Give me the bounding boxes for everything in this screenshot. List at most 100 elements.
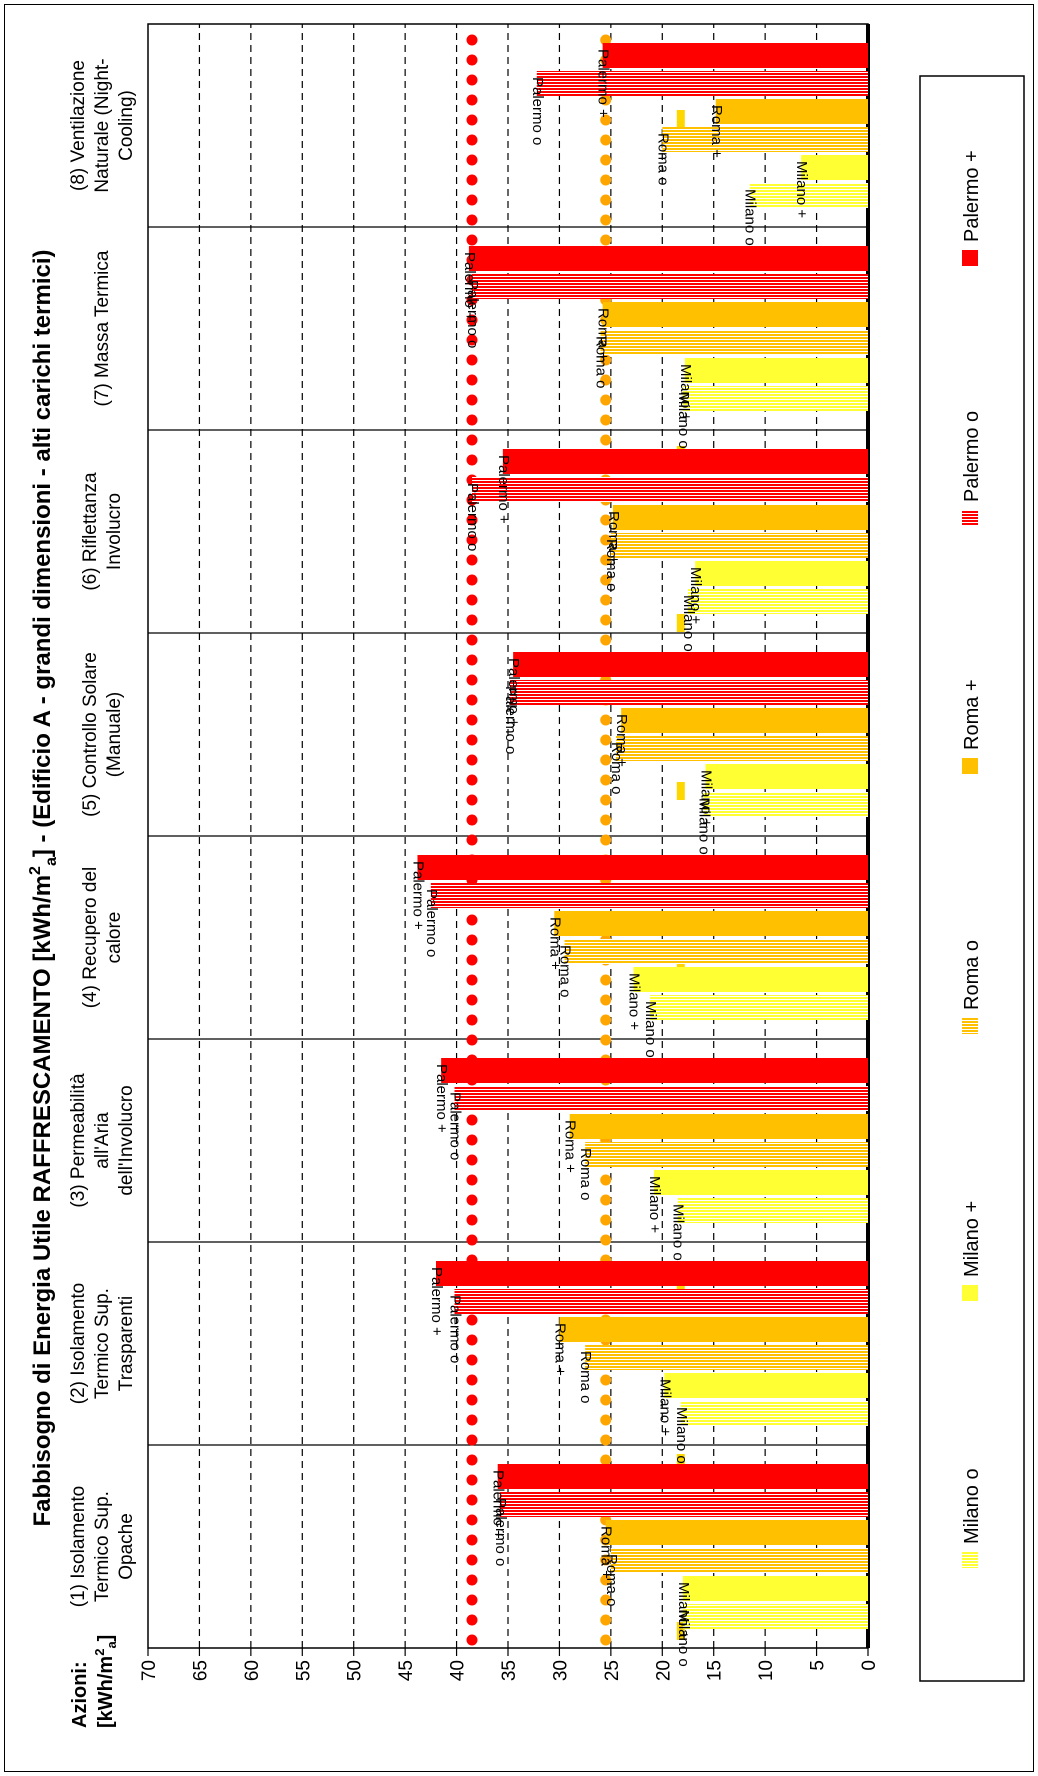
bar	[497, 1464, 868, 1489]
bar	[605, 1520, 868, 1545]
category-label: (6) Riflettanza	[80, 472, 101, 591]
bar-label: Milano o	[695, 798, 712, 855]
tick-label: 40	[448, 1660, 469, 1681]
bar	[682, 1604, 868, 1629]
bar-label: Palermo +	[505, 658, 522, 727]
chart-title: Fabbisogno di Energia Utile RAFFRESCAMEN…	[27, 249, 60, 1526]
bar-label: Roma +	[546, 917, 563, 970]
tick-label: 25	[602, 1660, 623, 1681]
legend-swatch	[962, 758, 978, 774]
bar-label: Roma +	[605, 511, 622, 564]
bar	[554, 911, 868, 936]
bar	[436, 1261, 868, 1286]
bar-label: Roma +	[598, 1526, 615, 1579]
tick-label: 35	[499, 1660, 520, 1681]
bar-label: Palermo o	[423, 889, 440, 957]
bar	[682, 386, 868, 411]
chart-frame	[4, 4, 1034, 1772]
bar	[468, 246, 868, 271]
bar	[684, 358, 869, 383]
tick-label: 15	[705, 1660, 726, 1681]
bar	[633, 967, 868, 992]
bar-label: Milano +	[697, 770, 714, 827]
bar-label: Palermo +	[595, 49, 612, 118]
bar	[612, 505, 869, 530]
bar	[513, 652, 869, 677]
bar	[510, 680, 868, 705]
category-label: Termico Sup.	[92, 1288, 113, 1399]
bar	[616, 736, 868, 761]
tick-label: 65	[190, 1660, 211, 1681]
bar-label: Palermo +	[461, 252, 478, 321]
bar-label: Palermo o	[502, 686, 519, 754]
bar	[621, 708, 869, 733]
tick-label: 10	[756, 1660, 777, 1681]
bar-label: Roma +	[595, 308, 612, 361]
bar	[695, 561, 869, 586]
bar	[662, 127, 868, 152]
bar	[610, 1548, 868, 1573]
bar	[472, 477, 868, 502]
bar-label: Roma +	[613, 714, 630, 767]
bar-label: Milano o	[680, 595, 697, 652]
category-label: (7) Massa Termica	[92, 250, 113, 406]
category-label: (1) Isolamento	[68, 1486, 89, 1607]
unit-label: [kWh/m2a]	[92, 1635, 119, 1728]
bar	[677, 1198, 869, 1223]
bar	[472, 274, 868, 299]
bar	[649, 995, 869, 1020]
category-label: Involucro	[104, 493, 125, 570]
tick-labels: 0 5 10 15 20 25 30 35 40 45 50 55 60 65 70	[139, 1648, 880, 1681]
bar	[801, 155, 869, 180]
bar-label: Milano +	[646, 1176, 663, 1233]
bar	[602, 302, 869, 327]
bar-label: Palermo o	[464, 280, 481, 348]
bar	[417, 855, 868, 880]
category-label: Trasparenti	[116, 1296, 137, 1391]
category-label: Cooling)	[116, 90, 137, 161]
reference-lines	[466, 26, 685, 1646]
bar-label: Milano +	[625, 973, 642, 1030]
bar-label: Milano +	[677, 364, 694, 421]
legend: Milano o Milano + Roma o Roma + Palermo o Pal…	[919, 75, 1025, 1682]
category-label: dell'Involucro	[116, 1085, 137, 1195]
legend-label: Palermo o	[961, 411, 983, 502]
legend-label: Roma o	[961, 940, 983, 1010]
bar	[454, 1086, 868, 1111]
bar-label: Roma o	[577, 1351, 594, 1404]
tick-label: 50	[345, 1660, 366, 1681]
axis-prefix-label: Azioni:	[69, 1661, 91, 1728]
bar	[680, 1401, 868, 1426]
legend-swatch	[962, 1285, 978, 1301]
bar-label: Milano o	[642, 1001, 659, 1058]
bar	[654, 1170, 868, 1195]
bar-label: Palermo +	[428, 1267, 445, 1336]
bar-label: Roma o	[557, 945, 574, 998]
bar	[536, 71, 868, 96]
legend-label: Roma +	[961, 679, 983, 750]
bar	[585, 1345, 869, 1370]
bar	[585, 1142, 869, 1167]
bar-label: Palermo +	[433, 1064, 450, 1133]
legend-label: Milano o	[961, 1468, 983, 1544]
tick-label: 5	[808, 1660, 829, 1671]
bar-label: Milano +	[675, 1582, 692, 1639]
bar	[499, 1492, 868, 1517]
bar-label: Palermo o	[447, 1295, 464, 1363]
legend-swatch	[962, 510, 978, 526]
bar-label: Milano o	[742, 189, 759, 246]
bar	[705, 764, 868, 789]
bar-label: Roma o	[654, 133, 671, 186]
bar	[600, 330, 868, 355]
tick-label: 30	[550, 1660, 571, 1681]
bar-label: Milano +	[793, 161, 810, 218]
category-label: Naturale (Night-	[92, 58, 113, 192]
bar	[688, 589, 868, 614]
legend-swatch	[962, 250, 978, 266]
category-label: (3) Permeabilità	[68, 1073, 89, 1208]
bar-label: Palermo o	[529, 77, 546, 145]
tick-label: 45	[396, 1660, 417, 1681]
bar-label: Milano o	[675, 1610, 692, 1667]
bar-label: Milano o	[673, 1407, 690, 1464]
